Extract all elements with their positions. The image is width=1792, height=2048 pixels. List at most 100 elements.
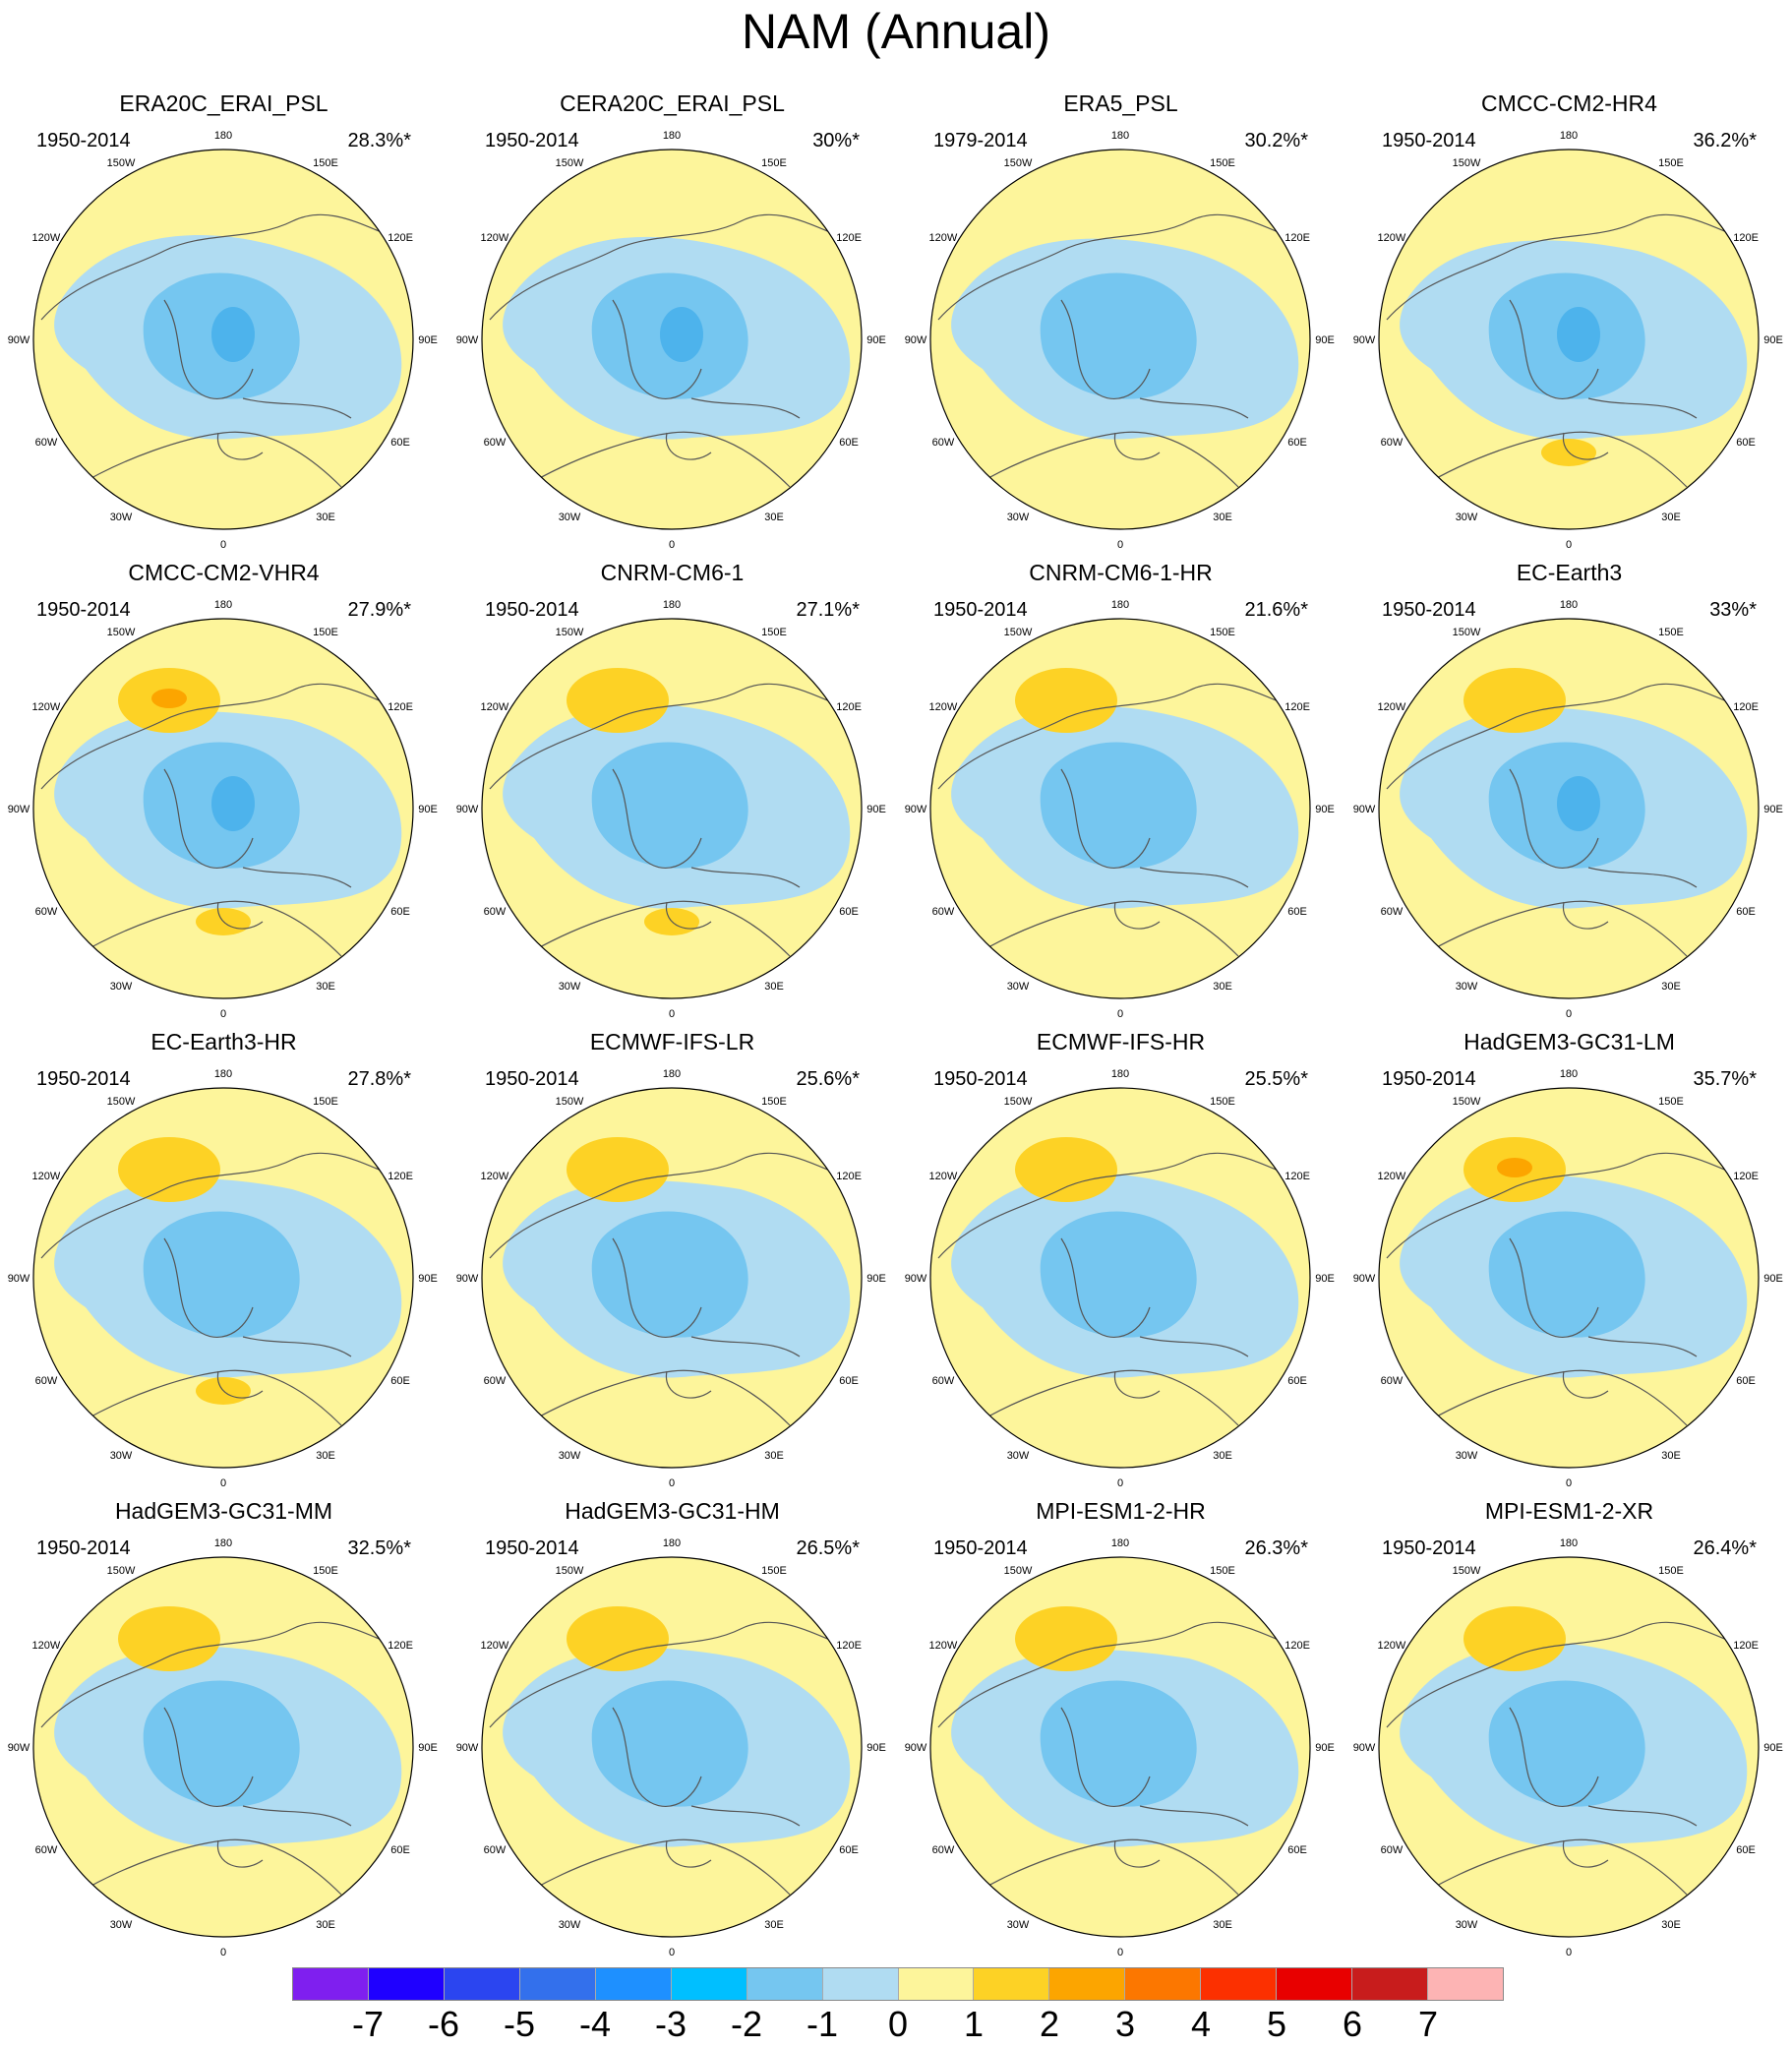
coastline xyxy=(1420,1838,1688,1896)
longitude-label: 30W xyxy=(1007,981,1030,993)
negative-anomaly-center xyxy=(211,776,255,831)
longitude-label: 30E xyxy=(316,981,335,993)
pacific-positive-anomaly xyxy=(567,668,669,733)
longitude-label: 150E xyxy=(1210,627,1235,638)
polar-map: 180 150E 120E 90E 60E 30E 0 30W 60W 90W 120W 150W xyxy=(456,1068,886,1489)
map-boundary xyxy=(32,149,414,530)
longitude-label: 30E xyxy=(764,1450,784,1462)
coastline xyxy=(163,1707,254,1807)
panel-title: EC-Earth3 xyxy=(1516,560,1623,585)
polar-map: 180 150E 120E 90E 60E 30E 0 30W 60W 90W 120W 150W xyxy=(8,1068,438,1489)
longitude-label: 150W xyxy=(107,157,136,169)
coastline xyxy=(612,1237,702,1338)
longitude-label: 90E xyxy=(418,1742,438,1754)
longitude-label: 60W xyxy=(484,437,507,449)
longitude-label: 30E xyxy=(1213,512,1232,523)
panel-period: 1950-2014 xyxy=(485,130,579,151)
coastline xyxy=(1386,1152,1752,1259)
colorbar-tick-label: -6 xyxy=(427,2004,459,2044)
coastline xyxy=(690,397,801,419)
longitude-label: 90E xyxy=(1315,1273,1335,1285)
polar-map: 180 150E 120E 90E 60E 30E 0 30W 60W 90W 120W 150W xyxy=(1353,599,1783,1020)
map-boundary xyxy=(1378,618,1760,999)
map-boundary xyxy=(32,618,414,999)
map-panel: CNRM-CM6-1 1950-2014 27.1%* 180 150E 120E 90E 6… xyxy=(448,558,896,1020)
panel-period: 1950-2014 xyxy=(36,599,131,621)
polar-map: 180 150E 120E 90E 60E 30E 0 30W 60W 90W 120W 150W xyxy=(8,1537,438,1958)
longitude-label: 0 xyxy=(220,539,226,551)
longitude-label: 120E xyxy=(388,701,413,713)
map-boundary xyxy=(1378,1087,1760,1469)
longitude-label: 90E xyxy=(418,804,438,815)
map-boundary xyxy=(481,1556,863,1938)
colorbar-tick-label: 0 xyxy=(887,2004,909,2044)
longitude-label: 180 xyxy=(1560,1068,1578,1080)
longitude-label: 180 xyxy=(1111,1068,1129,1080)
longitude-label: 60E xyxy=(390,1375,410,1387)
longitude-label: 0 xyxy=(220,1947,226,1958)
longitude-label: 30W xyxy=(110,1919,133,1931)
coastline xyxy=(40,213,406,321)
longitude-label: 0 xyxy=(1117,1947,1123,1958)
panel-variance-percent: 36.2%* xyxy=(1693,130,1758,151)
coastline xyxy=(1060,768,1151,869)
coastline xyxy=(523,431,791,488)
colorbar-swatch xyxy=(822,1968,899,2000)
longitude-label: 30E xyxy=(1213,981,1232,993)
colorbar-tick-label: -7 xyxy=(351,2004,384,2044)
panel-variance-percent: 26.4%* xyxy=(1693,1537,1758,1559)
longitude-label: 150E xyxy=(1210,1096,1235,1108)
pacific-positive-anomaly xyxy=(567,1606,669,1671)
longitude-label: 90W xyxy=(905,1273,927,1285)
coastline xyxy=(242,1805,352,1827)
longitude-label: 60E xyxy=(1287,906,1307,918)
coastline xyxy=(489,683,855,790)
map-panel: EC-Earth3 1950-2014 33%* 180 150E 120E 90E 60E 3… xyxy=(1345,558,1792,1020)
panel-title: ECMWF-IFS-LR xyxy=(589,1029,755,1054)
map-panel: ECMWF-IFS-LR 1950-2014 25.6%* 180 150E 120E 90… xyxy=(448,1027,896,1489)
polar-map: 180 150E 120E 90E 60E 30E 0 30W 60W 90W 120W 150W xyxy=(905,599,1335,1020)
colorbar-tick-label: 2 xyxy=(1039,2004,1060,2044)
colorbar-tick-label: 3 xyxy=(1114,2004,1136,2044)
longitude-label: 30W xyxy=(110,512,133,523)
longitude-label: 120W xyxy=(1378,1640,1406,1652)
panel-title: EC-Earth3-HR xyxy=(150,1029,297,1054)
longitude-label: 150E xyxy=(761,627,787,638)
longitude-label: 120E xyxy=(1284,1171,1310,1182)
pacific-positive-anomaly xyxy=(1463,1606,1566,1671)
longitude-label: 150E xyxy=(1210,157,1235,169)
coastline xyxy=(1587,1805,1698,1827)
longitude-label: 60E xyxy=(1736,437,1756,449)
coastline xyxy=(523,1838,791,1896)
longitude-label: 90E xyxy=(1315,1742,1335,1754)
coastline xyxy=(1420,900,1688,957)
panel-title: ECMWF-IFS-HR xyxy=(1036,1029,1206,1054)
longitude-label: 120W xyxy=(32,1640,61,1652)
longitude-label: 30E xyxy=(764,981,784,993)
longitude-label: 60W xyxy=(932,1375,955,1387)
coastline xyxy=(612,299,702,399)
longitude-label: 120W xyxy=(32,701,61,713)
panel-period: 1979-2014 xyxy=(933,130,1028,151)
panel-period: 1950-2014 xyxy=(933,599,1028,621)
longitude-label: 60W xyxy=(35,437,58,449)
negative-anomaly-center xyxy=(1557,307,1600,362)
map-panel: HadGEM3-GC31-MM 1950-2014 32.5%* 180 150E 120… xyxy=(0,1496,448,1958)
longitude-label: 150W xyxy=(107,627,136,638)
longitude-label: 90E xyxy=(418,1273,438,1285)
map-boundary xyxy=(481,149,863,530)
longitude-label: 60W xyxy=(932,906,955,918)
map-boundary xyxy=(32,1087,414,1469)
panel-title: HadGEM3-GC31-MM xyxy=(114,1498,333,1524)
panel-period: 1950-2014 xyxy=(36,1537,131,1559)
coastline xyxy=(1113,1839,1161,1868)
coastline xyxy=(489,1621,855,1728)
coastline xyxy=(1060,1707,1151,1807)
coastline xyxy=(665,1839,712,1868)
longitude-label: 90W xyxy=(8,334,30,346)
pacific-positive-anomaly xyxy=(118,1137,220,1202)
longitude-label: 30E xyxy=(1213,1450,1232,1462)
map-boundary xyxy=(481,618,863,999)
longitude-label: 120E xyxy=(836,1640,862,1652)
longitude-label: 90W xyxy=(456,1742,479,1754)
